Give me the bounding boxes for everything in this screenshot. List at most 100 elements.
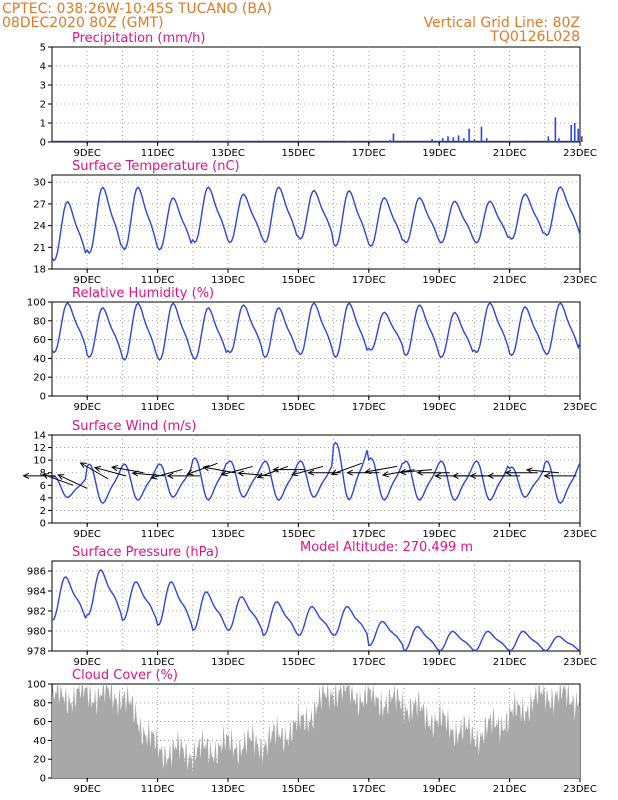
x-tick-label: 13DEC	[211, 529, 245, 540]
panel-temperature: Surface Temperature (nC) 18 21 24 27 30 9DEC 11…	[33, 159, 597, 286]
wind-arrow	[41, 473, 74, 486]
wind-arrow	[93, 466, 127, 477]
y-tick-label: 10	[33, 456, 46, 467]
precip-bar	[441, 138, 444, 142]
x-tick-label: 21DEC	[493, 275, 527, 286]
y-tick-label: 1	[40, 119, 46, 130]
y-tick-label: 80	[33, 698, 46, 709]
y-tick-label: 24	[33, 221, 46, 232]
panel-title-cloud-cover: Cloud Cover (%)	[72, 668, 178, 683]
wind-arrow	[525, 467, 559, 474]
precip-bar	[480, 126, 483, 142]
panel-cloud-cover: Cloud Cover (%) 0 20 40 60 80 100 9DEC 11DEC 13DE…	[27, 668, 597, 795]
y-tick-label: 100	[27, 680, 46, 691]
x-tick-label: 15DEC	[282, 148, 316, 159]
x-tick-label: 23DEC	[563, 148, 597, 159]
x-tick-label: 19DEC	[422, 275, 456, 286]
x-tick-label: 13DEC	[211, 402, 245, 413]
wind-arrow	[79, 462, 109, 480]
y-tick-label: 14	[33, 431, 46, 442]
panel-frame	[51, 301, 581, 397]
x-tick-label: 11DEC	[141, 402, 175, 413]
y-tick-label: 978	[27, 647, 46, 658]
x-tick-label: 11DEC	[141, 275, 175, 286]
precip-bar	[558, 138, 560, 142]
x-tick-label: 23DEC	[563, 275, 597, 286]
precip-bar	[554, 117, 557, 142]
x-tick-label: 9DEC	[74, 148, 101, 159]
y-tick-label: 8	[40, 468, 46, 479]
x-tick-label: 17DEC	[352, 148, 386, 159]
wind-arrow	[220, 465, 253, 477]
x-tick-label: 17DEC	[352, 402, 386, 413]
y-tick-label: 980	[27, 627, 46, 638]
wind-arrow	[256, 465, 289, 479]
x-tick-label: 17DEC	[352, 657, 386, 668]
wind-arrow	[272, 466, 306, 473]
precip-bar	[570, 124, 572, 142]
wind-arrow	[150, 469, 183, 480]
precip-bar	[473, 139, 476, 142]
wind-arrow	[381, 469, 415, 478]
panel-precipitation: Precipitation (mm/h) 0 1 2 3 4 5 9DEC 11DEC 13DEC…	[40, 31, 597, 159]
y-tick-label: 4	[40, 62, 46, 73]
precip-bar	[580, 136, 583, 142]
y-tick-label: 5	[40, 43, 46, 54]
precip-bar	[389, 140, 391, 142]
y-tick-label: 0	[40, 774, 46, 785]
x-tick-label: 19DEC	[422, 657, 456, 668]
x-tick-label: 15DEC	[282, 402, 316, 413]
x-tick-label: 17DEC	[352, 529, 386, 540]
precip-bar	[485, 138, 488, 142]
y-tick-label: 30	[33, 178, 46, 189]
header-line2-left: 08DEC2020 80Z (GMT)	[2, 15, 164, 31]
x-tick-label: 23DEC	[563, 529, 597, 540]
precip-bar	[573, 123, 576, 142]
x-tick-label: 9DEC	[74, 275, 101, 286]
y-tick-label: 0	[40, 392, 46, 403]
panel-title-temperature: Surface Temperature (nC)	[72, 159, 240, 174]
y-tick-label: 12	[33, 443, 46, 454]
wind-arrow	[330, 462, 362, 476]
wind-arrow	[504, 469, 538, 476]
x-tick-label: 13DEC	[211, 275, 245, 286]
x-tick-label: 17DEC	[352, 275, 386, 286]
header-line1-right: Vertical Grid Line: 80Z	[424, 15, 580, 31]
y-tick-label: 986	[27, 567, 46, 578]
panel-frame	[51, 560, 581, 652]
precip-bar	[519, 141, 521, 142]
wind-arrow	[543, 472, 577, 479]
y-tick-label: 6	[40, 481, 46, 492]
wind-arrow	[399, 468, 433, 475]
wind-arrow	[57, 474, 88, 489]
wind-arrow	[186, 462, 218, 476]
x-tick-label: 11DEC	[141, 657, 175, 668]
x-tick-label: 13DEC	[211, 148, 245, 159]
wind-arrow	[110, 465, 144, 474]
y-tick-label: 984	[27, 587, 46, 598]
panel-humidity: Relative Humidity (%) 0 20 40 60 80 100 9DEC 11D…	[27, 286, 597, 413]
x-tick-label: 17DEC	[352, 784, 386, 795]
wind-arrow	[416, 469, 450, 476]
series-line-pressure	[51, 569, 581, 652]
x-tick-label: 15DEC	[282, 784, 316, 795]
precip-bar	[577, 128, 580, 142]
y-tick-label: 3	[40, 81, 46, 92]
panel-title-pressure: Surface Pressure (hPa)	[72, 545, 219, 560]
x-tick-label: 21DEC	[493, 529, 527, 540]
y-tick-label: 2	[40, 100, 46, 111]
model-altitude-label: Model Altitude: 270.499 m	[300, 540, 473, 555]
y-tick-label: 0	[40, 138, 46, 149]
y-tick-label: 18	[33, 265, 46, 276]
y-tick-label: 40	[33, 354, 46, 365]
x-tick-label: 21DEC	[493, 657, 527, 668]
x-tick-label: 23DEC	[563, 657, 597, 668]
wind-arrow	[346, 469, 380, 476]
y-tick-label: 100	[27, 298, 46, 309]
y-tick-label: 4	[40, 493, 46, 504]
x-tick-label: 13DEC	[211, 784, 245, 795]
y-tick-label: 20	[33, 755, 46, 766]
x-tick-label: 19DEC	[422, 402, 456, 413]
x-tick-label: 15DEC	[282, 657, 316, 668]
